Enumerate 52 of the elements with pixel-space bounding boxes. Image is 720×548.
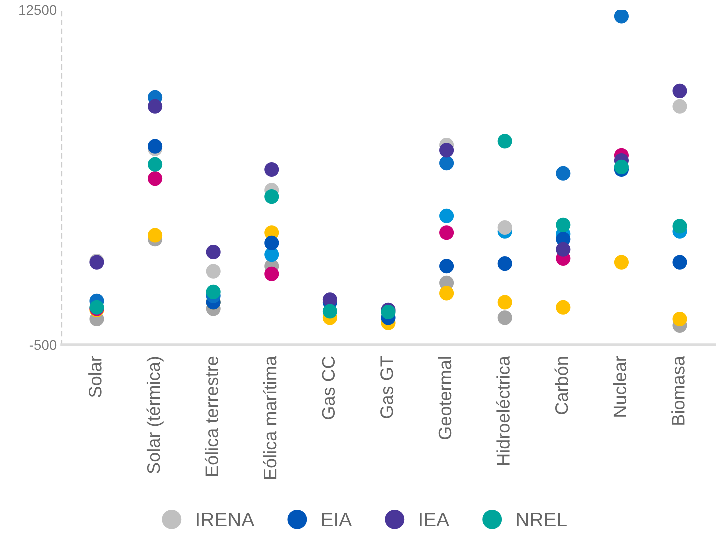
point bbox=[498, 134, 512, 149]
point bbox=[264, 162, 280, 178]
point bbox=[556, 242, 571, 257]
point bbox=[148, 228, 163, 243]
point bbox=[614, 255, 629, 270]
point bbox=[672, 255, 688, 270]
point bbox=[672, 84, 688, 98]
point bbox=[440, 286, 454, 301]
point bbox=[672, 312, 688, 327]
x-tick-label: Hidroeléctrica bbox=[496, 356, 510, 466]
point bbox=[206, 244, 221, 260]
point bbox=[440, 226, 454, 240]
point bbox=[264, 236, 280, 250]
x-tick-label: Solar bbox=[88, 356, 102, 398]
point bbox=[614, 10, 629, 24]
legend-label: IRENA bbox=[197, 513, 255, 526]
x-tick-label: Nuclear bbox=[613, 356, 627, 417]
point bbox=[672, 99, 688, 114]
x-tick-label: Eólica terrestre bbox=[204, 356, 218, 476]
point bbox=[556, 300, 571, 315]
point bbox=[440, 259, 454, 274]
point bbox=[264, 190, 280, 204]
point bbox=[672, 219, 688, 234]
point bbox=[440, 143, 454, 158]
y-tick-label: 12500 bbox=[20, 5, 57, 16]
point bbox=[148, 157, 163, 172]
x-tick-label: Solar (térmica) bbox=[146, 357, 164, 474]
x-tick-label: Geotermal bbox=[438, 357, 452, 440]
point bbox=[322, 304, 338, 319]
point bbox=[148, 172, 163, 186]
point bbox=[440, 156, 454, 171]
legend-label: EIA bbox=[322, 513, 352, 526]
legend-label: NREL bbox=[517, 513, 567, 526]
point bbox=[498, 220, 512, 236]
x-tick-label: Carbón bbox=[554, 357, 568, 414]
legend-label: IEA bbox=[420, 513, 450, 526]
point bbox=[498, 310, 512, 326]
point bbox=[556, 166, 571, 181]
point bbox=[614, 160, 629, 174]
point bbox=[440, 208, 454, 224]
point bbox=[148, 99, 163, 114]
point bbox=[498, 295, 512, 310]
point bbox=[556, 218, 571, 232]
x-tick-label: Gas CC bbox=[322, 356, 336, 420]
x-tick-label: Eólica marítima bbox=[263, 356, 277, 480]
point bbox=[206, 264, 221, 279]
x-tick-label: Gas GT bbox=[380, 356, 394, 418]
x-tick-label: Biomasa bbox=[672, 356, 685, 425]
point bbox=[264, 266, 280, 282]
point bbox=[498, 256, 512, 272]
point bbox=[206, 284, 221, 300]
y-tick-label: -500 bbox=[30, 340, 57, 350]
